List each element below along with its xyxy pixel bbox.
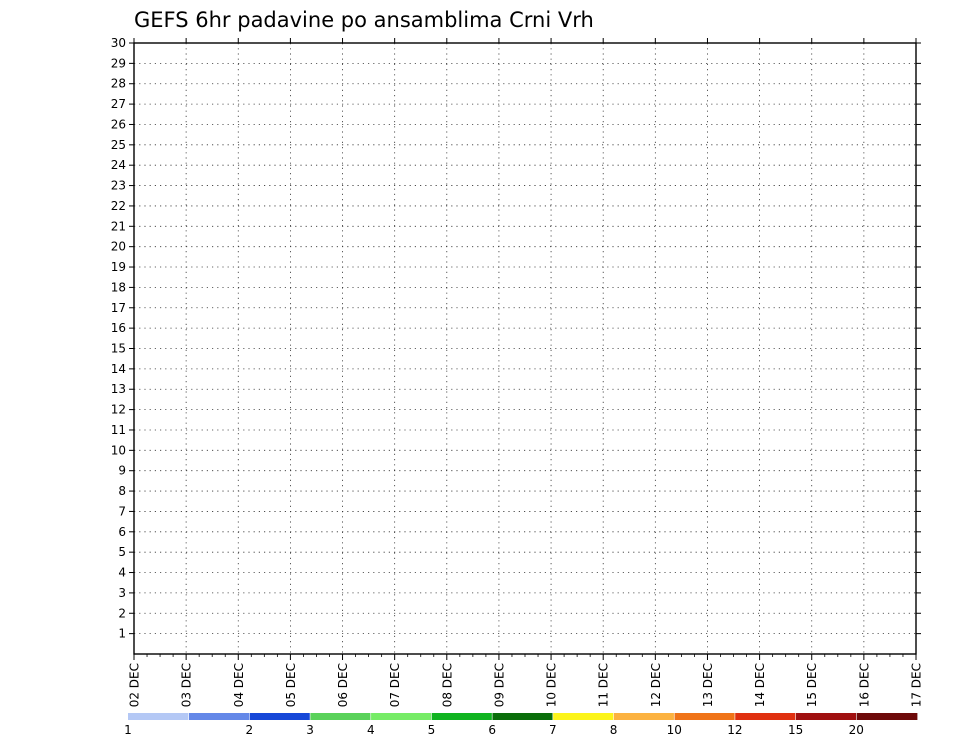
colorbar-label: 15 (788, 723, 803, 737)
y-tick-label: 18 (111, 280, 126, 294)
colorbar-swatch (552, 713, 614, 720)
x-tick-label: 04 DEC (232, 663, 246, 707)
y-tick-label: 19 (111, 260, 126, 274)
y-tick-label: 13 (111, 382, 126, 396)
x-tick-label: 10 DEC (545, 663, 559, 707)
colorbar-swatch (734, 713, 797, 720)
x-tick-label: 05 DEC (284, 663, 298, 707)
colorbar-label: 10 (667, 723, 682, 737)
y-tick-label: 22 (111, 199, 126, 213)
x-tick-label: 11 DEC (597, 663, 611, 707)
x-axis: 02 DEC 03 DEC 04 DEC 05 DEC 06 DEC 07 DEC 08 D… (128, 38, 924, 707)
x-tick-label: 03 DEC (180, 663, 194, 707)
colorbar-swatch (310, 713, 372, 720)
colorbar-swatch (128, 713, 190, 720)
x-tick-label: 15 DEC (805, 663, 819, 707)
y-tick-label: 24 (111, 158, 126, 172)
colorbar-swatch (795, 713, 857, 720)
colorbar-swatch (856, 713, 918, 720)
colorbar-label: 20 (849, 723, 864, 737)
y-tick-label: 7 (118, 504, 126, 518)
colorbar-swatch (431, 713, 493, 720)
y-tick-label: 1 (118, 627, 126, 641)
y-tick-label: 25 (111, 138, 126, 152)
y-tick-label: 3 (118, 586, 126, 600)
y-tick-label: 29 (111, 56, 126, 70)
y-tick-label: 30 (111, 36, 126, 50)
x-tick-label: 12 DEC (649, 663, 663, 707)
colorbar-label: 7 (549, 723, 557, 737)
y-tick-label: 20 (111, 240, 126, 254)
x-tick-label: 13 DEC (701, 663, 715, 707)
y-tick-label: 9 (118, 464, 126, 478)
colorbar-label: 2 (246, 723, 254, 737)
colorbar: 1 2 3 4 5 6 7 8 10 12 15 20 (124, 713, 918, 737)
colorbar-swatch (188, 713, 250, 720)
x-tick-label: 16 DEC (857, 663, 871, 707)
colorbar-label: 8 (610, 723, 618, 737)
colorbar-label: 12 (727, 723, 742, 737)
y-axis: 1234567891011121314151617181920212223242… (111, 36, 921, 641)
colorbar-swatch (249, 713, 311, 720)
y-tick-label: 23 (111, 179, 126, 193)
x-tick-label: 06 DEC (336, 663, 350, 707)
x-tick-label: 09 DEC (492, 663, 506, 707)
chart-title: GEFS 6hr padavine po ansamblima Crni Vrh (134, 8, 594, 32)
colorbar-swatch (492, 713, 554, 720)
x-tick-label: 07 DEC (388, 663, 402, 707)
y-tick-label: 11 (111, 423, 126, 437)
y-tick-label: 27 (111, 97, 126, 111)
colorbar-label: 1 (124, 723, 132, 737)
colorbar-label: 4 (367, 723, 375, 737)
y-tick-label: 14 (111, 362, 126, 376)
colorbar-label: 5 (428, 723, 436, 737)
y-tick-label: 26 (111, 117, 126, 131)
y-tick-label: 28 (111, 77, 126, 91)
x-tick-label: 02 DEC (128, 663, 142, 707)
y-tick-label: 17 (111, 301, 126, 315)
x-tick-label: 17 DEC (910, 663, 924, 707)
colorbar-label: 6 (488, 723, 496, 737)
colorbar-swatch (370, 713, 432, 720)
y-tick-label: 15 (111, 342, 126, 356)
y-tick-label: 6 (118, 525, 126, 539)
y-tick-label: 12 (111, 403, 126, 417)
x-tick-label: 08 DEC (440, 663, 454, 707)
grid-lines (134, 43, 916, 654)
colorbar-swatch (613, 713, 675, 720)
x-tick-label: 14 DEC (753, 663, 767, 707)
colorbar-swatch (674, 713, 736, 720)
y-tick-label: 16 (111, 321, 126, 335)
y-tick-label: 8 (118, 484, 126, 498)
y-tick-label: 10 (111, 443, 126, 457)
colorbar-label: 3 (306, 723, 314, 737)
y-tick-label: 21 (111, 219, 126, 233)
y-tick-label: 5 (118, 545, 126, 559)
y-tick-label: 4 (118, 566, 126, 580)
y-tick-label: 2 (118, 606, 126, 620)
